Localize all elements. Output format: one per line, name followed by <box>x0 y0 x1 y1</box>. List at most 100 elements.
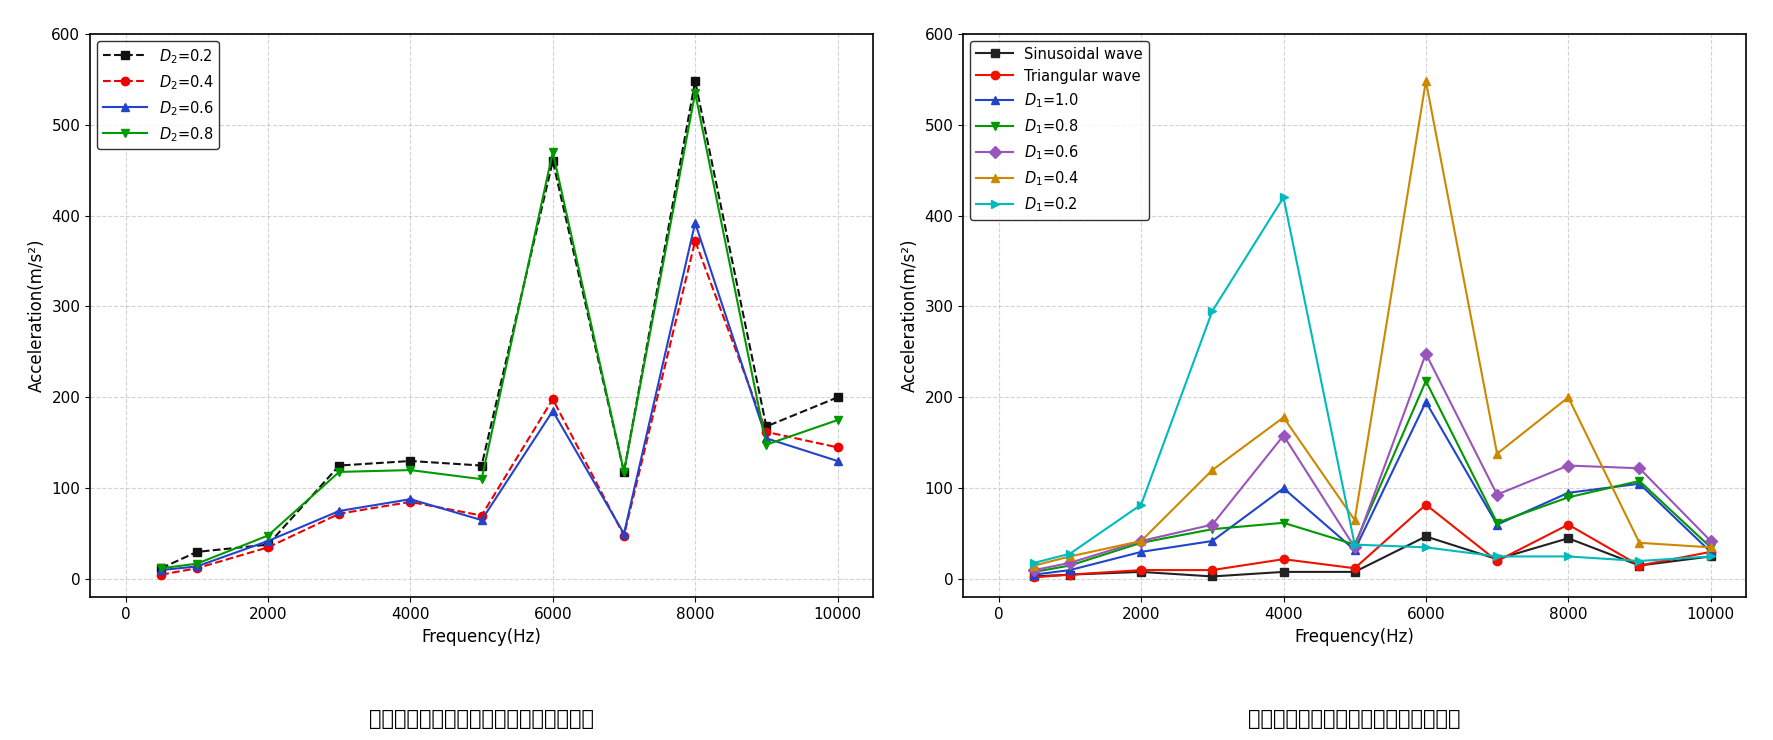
Line: $D_1$=0.8: $D_1$=0.8 <box>1030 377 1714 576</box>
Triangular wave <box>1273 555 1294 564</box>
Line: Sinusoidal wave: Sinusoidal wave <box>1030 532 1714 581</box>
Legend: $D_2$=0.2, $D_2$=0.4, $D_2$=0.6, $D_2$=0.8: $D_2$=0.2, $D_2$=0.4, $D_2$=0.6, $D_2$=0… <box>98 41 220 149</box>
$D_1$=1.0 <box>1344 545 1365 554</box>
$D_2$=0.8 <box>613 468 635 477</box>
Line: $D_1$=0.2: $D_1$=0.2 <box>1030 193 1714 567</box>
$D_1$=0.8 <box>1273 518 1294 527</box>
Line: $D_2$=0.4: $D_2$=0.4 <box>158 237 840 579</box>
$D_1$=0.8 <box>1628 477 1649 485</box>
$D_1$=0.8 <box>1129 539 1151 548</box>
$D_2$=0.4 <box>328 509 349 518</box>
$D_2$=0.4 <box>543 394 564 403</box>
$D_2$=0.2 <box>151 564 172 573</box>
$D_1$=0.4 <box>1415 77 1436 86</box>
Sinusoidal wave <box>1344 568 1365 576</box>
$D_1$=0.2 <box>1699 552 1720 561</box>
$D_2$=0.4 <box>755 428 777 437</box>
$D_1$=0.2 <box>1273 193 1294 202</box>
$D_1$=1.0 <box>1699 548 1720 556</box>
Line: Triangular wave: Triangular wave <box>1030 500 1714 582</box>
$D_2$=0.2 <box>755 422 777 431</box>
$D_1$=0.8 <box>1058 561 1080 570</box>
$D_1$=0.6 <box>1557 461 1578 470</box>
$D_2$=0.2 <box>399 457 420 465</box>
$D_2$=0.4 <box>613 531 635 540</box>
$D_2$=0.4 <box>399 497 420 506</box>
Sinusoidal wave <box>1628 561 1649 570</box>
Sinusoidal wave <box>1486 555 1507 564</box>
Sinusoidal wave <box>1557 534 1578 542</box>
$D_2$=0.2 <box>613 468 635 477</box>
$D_2$=0.6 <box>399 495 420 504</box>
Line: $D_2$=0.6: $D_2$=0.6 <box>158 219 840 574</box>
$D_1$=0.8 <box>1344 540 1365 549</box>
Line: $D_1$=1.0: $D_1$=1.0 <box>1030 397 1714 579</box>
$D_1$=1.0 <box>1058 565 1080 574</box>
$D_1$=1.0 <box>1486 520 1507 529</box>
$D_1$=0.4 <box>1200 465 1222 474</box>
$D_2$=0.4 <box>151 571 172 579</box>
$D_2$=0.8 <box>151 564 172 573</box>
$D_1$=0.6 <box>1058 559 1080 568</box>
$D_1$=0.2 <box>1557 552 1578 561</box>
$D_2$=0.2 <box>470 461 491 470</box>
$D_2$=0.6 <box>613 529 635 538</box>
$D_1$=1.0 <box>1415 397 1436 406</box>
$D_1$=0.2 <box>1023 559 1044 568</box>
$D_2$=0.8 <box>755 440 777 449</box>
$D_1$=0.2 <box>1058 549 1080 558</box>
$D_1$=1.0 <box>1129 548 1151 556</box>
$D_1$=1.0 <box>1023 571 1044 579</box>
$D_1$=0.8 <box>1415 377 1436 386</box>
$D_1$=1.0 <box>1557 488 1578 497</box>
$D_2$=0.6 <box>328 507 349 516</box>
$D_2$=0.6 <box>826 457 847 465</box>
$D_1$=0.4 <box>1273 413 1294 422</box>
$D_1$=0.4 <box>1699 543 1720 552</box>
X-axis label: Frequency(Hz): Frequency(Hz) <box>1294 628 1413 645</box>
$D_1$=1.0 <box>1628 480 1649 488</box>
X-axis label: Frequency(Hz): Frequency(Hz) <box>422 628 541 645</box>
$D_2$=0.8 <box>470 475 491 484</box>
Triangular wave <box>1699 548 1720 556</box>
Sinusoidal wave <box>1200 572 1222 581</box>
$D_1$=0.2 <box>1628 556 1649 565</box>
Triangular wave <box>1557 520 1578 529</box>
$D_1$=0.2 <box>1486 552 1507 561</box>
Triangular wave <box>1415 500 1436 509</box>
$D_1$=0.6 <box>1699 536 1720 545</box>
Sinusoidal wave <box>1129 568 1151 576</box>
Legend: Sinusoidal wave, Triangular wave, $D_1$=1.0, $D_1$=0.8, $D_1$=0.6, $D_1$=0.4, $D: Sinusoidal wave, Triangular wave, $D_1$=… <box>970 41 1149 220</box>
$D_1$=0.2 <box>1415 543 1436 552</box>
Triangular wave <box>1628 561 1649 570</box>
$D_2$=0.2 <box>328 461 349 470</box>
Line: $D_2$=0.2: $D_2$=0.2 <box>158 77 840 573</box>
$D_2$=0.6 <box>470 516 491 525</box>
Triangular wave <box>1486 556 1507 565</box>
Triangular wave <box>1023 573 1044 582</box>
$D_2$=0.8 <box>684 88 706 97</box>
$D_1$=0.6 <box>1200 520 1222 529</box>
$D_2$=0.6 <box>186 562 207 571</box>
Text: 对称激励波形下的磁环振动加速度幅値: 对称激励波形下的磁环振动加速度幅値 <box>1248 709 1461 729</box>
$D_1$=0.8 <box>1699 543 1720 552</box>
Triangular wave <box>1200 565 1222 574</box>
Sinusoidal wave <box>1273 568 1294 576</box>
$D_1$=1.0 <box>1200 536 1222 545</box>
Sinusoidal wave <box>1023 572 1044 581</box>
$D_2$=0.2 <box>186 548 207 556</box>
$D_2$=0.6 <box>684 218 706 227</box>
$D_1$=0.4 <box>1557 393 1578 402</box>
$D_2$=0.6 <box>755 434 777 443</box>
Line: $D_1$=0.6: $D_1$=0.6 <box>1030 349 1714 574</box>
$D_2$=0.6 <box>543 406 564 415</box>
$D_1$=0.8 <box>1557 493 1578 502</box>
$D_1$=0.4 <box>1344 516 1365 525</box>
$D_1$=0.4 <box>1058 552 1080 561</box>
$D_1$=0.2 <box>1200 306 1222 315</box>
Line: $D_1$=0.4: $D_1$=0.4 <box>1030 77 1714 570</box>
$D_1$=0.6 <box>1415 349 1436 358</box>
Triangular wave <box>1129 565 1151 574</box>
$D_2$=0.8 <box>826 416 847 425</box>
$D_2$=0.2 <box>826 393 847 402</box>
